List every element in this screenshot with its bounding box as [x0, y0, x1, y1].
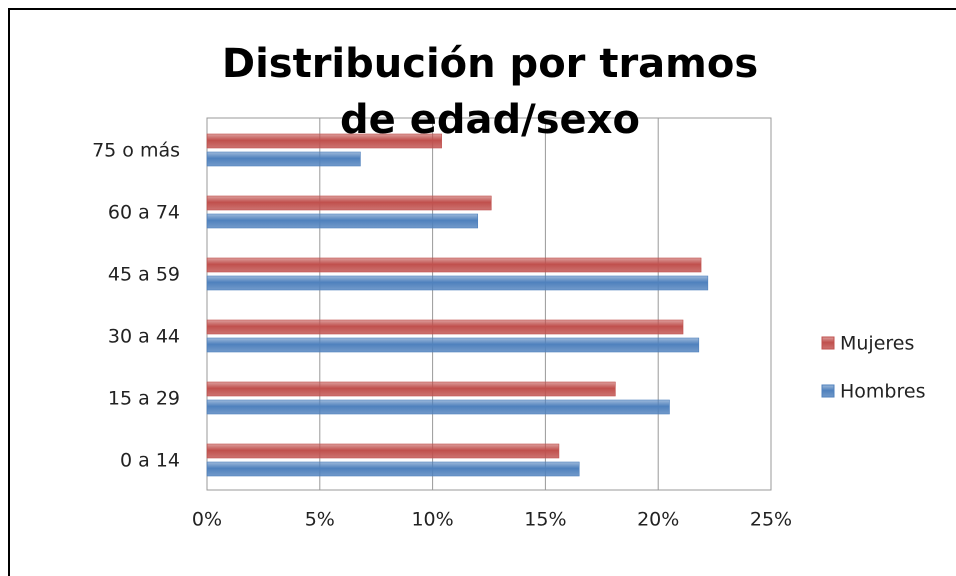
plot-area	[206, 117, 772, 491]
bar	[206, 319, 684, 335]
chart-title: Distribución por tramos de edad/sexo	[221, 41, 759, 143]
bar	[206, 133, 442, 149]
bar	[206, 337, 700, 353]
frame	[8, 8, 956, 576]
bar	[206, 257, 702, 273]
x-tick-label: 5%	[305, 509, 335, 531]
bar	[206, 213, 479, 229]
legend-swatch	[821, 336, 835, 350]
bar	[206, 399, 670, 415]
x-tick-label: 15%	[524, 509, 566, 531]
y-tick-label: 45 a 59	[108, 264, 180, 286]
legend-swatch	[821, 384, 835, 398]
x-tick-label: 20%	[637, 509, 679, 531]
x-tick-label: 25%	[750, 509, 792, 531]
y-tick-label: 0 a 14	[120, 450, 180, 472]
bar	[206, 381, 616, 397]
bar	[206, 443, 560, 459]
legend-label: Mujeres	[840, 333, 914, 355]
y-tick-label: 75 o más	[92, 140, 180, 162]
bar	[206, 461, 580, 477]
legend-label: Hombres	[840, 381, 925, 403]
x-tick-label: 10%	[411, 509, 453, 531]
y-tick-label: 60 a 74	[108, 202, 180, 224]
bar	[206, 195, 492, 211]
bar	[206, 275, 709, 291]
y-tick-label: 15 a 29	[108, 388, 180, 410]
y-tick-label: 30 a 44	[108, 326, 180, 348]
bar	[206, 151, 361, 167]
x-tick-label: 0%	[192, 509, 222, 531]
